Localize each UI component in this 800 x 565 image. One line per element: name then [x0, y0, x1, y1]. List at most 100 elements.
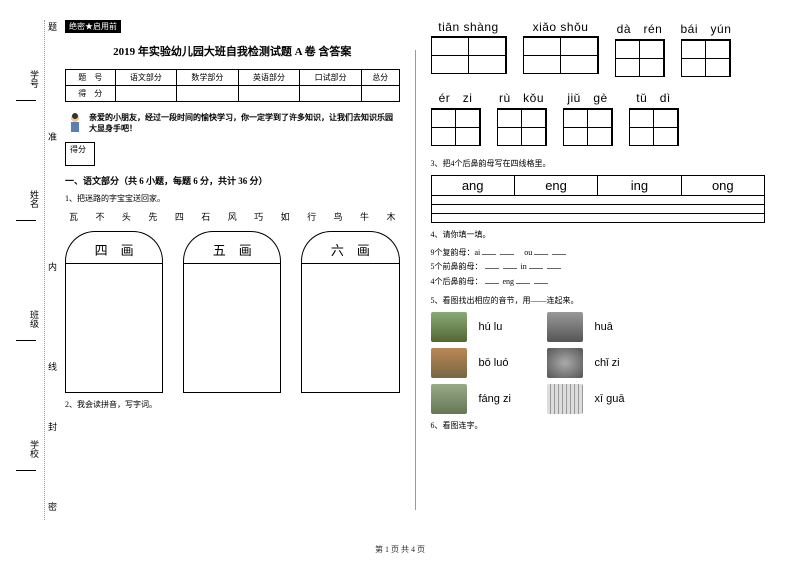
writing-lines — [432, 195, 765, 222]
stroke-header: 六 画 — [301, 231, 399, 263]
gourd-icon — [431, 384, 467, 414]
boy-icon — [65, 112, 85, 136]
blank — [485, 268, 499, 269]
mark: 封 — [48, 420, 57, 433]
match-label: huā — [595, 321, 655, 333]
field-line — [16, 470, 36, 471]
class-label: 班级 — [28, 310, 41, 328]
char-grid — [615, 39, 665, 77]
cell — [238, 86, 300, 102]
fold-line — [44, 20, 45, 520]
character-row: 瓦不 头先 四石 风巧 如行 鸟牛 木 — [65, 210, 400, 223]
char: 行 — [307, 210, 316, 223]
char: 如 — [281, 210, 290, 223]
pineapple-icon — [431, 312, 467, 342]
table-row: 题 号 语文部分 数学部分 英语部分 口试部分 总分 — [66, 70, 400, 86]
stroke-body — [183, 263, 281, 393]
fill-blanks: 9个复韵母：ai ou 5个前鼻韵母： in 4个后鼻韵母： eng — [431, 246, 766, 289]
vowel: eng — [515, 176, 598, 195]
pinyin-label: tǔ dì — [629, 89, 679, 106]
cell: 数学部分 — [177, 70, 239, 86]
char: 四 — [175, 210, 184, 223]
char: 风 — [228, 210, 237, 223]
question-5: 5、看图找出相应的音节，用——连起来。 — [431, 295, 766, 306]
mark: 密 — [48, 500, 57, 513]
pinyin-label: dà rén — [615, 20, 665, 37]
blank — [529, 268, 543, 269]
char: 牛 — [360, 210, 369, 223]
pinyin-label: ér zi — [431, 89, 481, 106]
vowel: ing — [598, 176, 681, 195]
pinyin-label: tiān shàng — [431, 20, 507, 34]
char-grid — [629, 108, 679, 146]
cell — [361, 86, 399, 102]
fill-text: ou — [524, 248, 532, 257]
page-footer: 第 1 页 共 4 页 — [0, 540, 800, 555]
fill-text: in — [521, 262, 527, 271]
cell: 英语部分 — [238, 70, 300, 86]
name-label: 姓名 — [28, 190, 41, 208]
fill-text: 5个前鼻韵母： — [431, 262, 483, 271]
mark: 准 — [48, 130, 57, 143]
school-label: 学校 — [28, 440, 41, 458]
cell: 题 号 — [66, 70, 116, 86]
four-line-grid: ang eng ing ong — [431, 175, 766, 223]
match-label: hú lu — [479, 321, 539, 333]
watermelon-icon — [547, 312, 583, 342]
pinyin-label: bái yún — [681, 20, 732, 37]
char: 鸟 — [334, 210, 343, 223]
question-3: 3、把4个后鼻韵母写在四线格里。 — [431, 158, 766, 169]
question-1: 1、把迷路的字宝宝送回家。 — [65, 193, 400, 204]
char: 木 — [386, 210, 395, 223]
pinyin-row-1: tiān shàng xiǎo shǒu dà rén bái yún — [431, 20, 766, 77]
pinyin-row-2: ér zi rù kǒu jiǔ gè tǔ dì — [431, 89, 766, 146]
char-grid — [563, 108, 613, 146]
char: 瓦 — [69, 210, 78, 223]
char-grid — [523, 36, 599, 74]
matching-grid: hú lu huā bō luó chǐ zi fáng zi xī guā — [431, 312, 766, 414]
blank — [534, 254, 548, 255]
stroke-box: 四 画 — [65, 231, 163, 393]
right-column: tiān shàng xiǎo shǒu dà rén bái yún ér z… — [416, 20, 781, 540]
confidential-tag: 绝密★启用前 — [65, 20, 121, 33]
char: 巧 — [254, 210, 263, 223]
char: 先 — [148, 210, 157, 223]
table-row: 得 分 — [66, 86, 400, 102]
mark: 线 — [48, 360, 57, 373]
char-grid — [681, 39, 731, 77]
blank — [534, 283, 548, 284]
field-line — [16, 220, 36, 221]
fill-text: eng — [503, 277, 515, 286]
stroke-box: 六 画 — [301, 231, 399, 393]
blank — [485, 283, 499, 284]
char-grid — [431, 36, 507, 74]
match-label: xī guā — [595, 393, 655, 405]
mark: 题 — [48, 20, 57, 33]
pinyin-label: xiǎo shǒu — [523, 20, 599, 34]
question-4: 4、请你填一填。 — [431, 229, 766, 240]
stroke-header: 五 画 — [183, 231, 281, 263]
question-6: 6、看图连字。 — [431, 420, 766, 431]
blank — [482, 254, 496, 255]
exam-title: 2019 年实验幼儿园大班自我检测试题 A 卷 含答案 — [65, 43, 400, 59]
question-2: 2、我会读拼音，写字词。 — [65, 399, 400, 410]
cell — [177, 86, 239, 102]
blank — [552, 254, 566, 255]
cell — [115, 86, 177, 102]
page-content: 绝密★启用前 2019 年实验幼儿园大班自我检测试题 A 卷 含答案 题 号 语… — [0, 0, 800, 540]
char: 石 — [201, 210, 210, 223]
stroke-body — [65, 263, 163, 393]
match-label: chǐ zi — [595, 357, 655, 369]
vowel: ong — [682, 176, 764, 195]
vowel-header: ang eng ing ong — [432, 176, 765, 195]
field-line — [16, 340, 36, 341]
vowel: ang — [432, 176, 515, 195]
blank — [500, 254, 514, 255]
binding-margin: 题 学号 准 姓名 内 班级 线 封 学校 密 — [0, 0, 50, 540]
cell: 语文部分 — [115, 70, 177, 86]
ruler-icon — [547, 384, 583, 414]
char-grid — [497, 108, 547, 146]
flower-icon — [547, 348, 583, 378]
intro-block: 亲爱的小朋友，经过一段时间的愉快学习，你一定学到了许多知识，让我们去知识乐园大显… — [65, 112, 400, 136]
char: 不 — [95, 210, 104, 223]
